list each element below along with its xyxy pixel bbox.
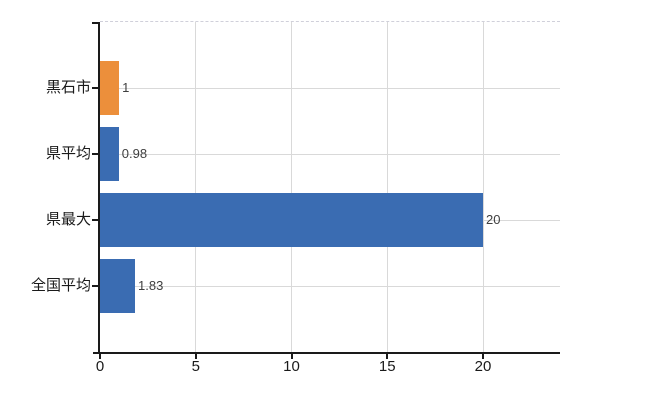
x-tick-label: 0	[95, 358, 105, 375]
bar	[100, 193, 483, 247]
category-label: 全国平均	[30, 277, 91, 294]
x-axis-tick	[99, 354, 101, 359]
bar-value-label: 0.98	[121, 146, 148, 161]
y-axis-tick	[92, 153, 98, 155]
bar	[100, 61, 120, 115]
x-axis-tick	[290, 354, 293, 359]
y-axis-tick	[92, 219, 98, 221]
y-axis-tick	[92, 285, 98, 287]
gridline-horizontal	[100, 87, 560, 89]
y-axis-tick	[92, 22, 98, 24]
bar-value-label: 1.83	[138, 278, 164, 293]
x-axis-tick	[194, 354, 197, 359]
x-tick-label: 15	[378, 358, 396, 375]
category-label: 県最大	[45, 211, 91, 228]
y-axis-line	[98, 22, 100, 353]
gridline-vertical	[195, 22, 197, 352]
bar	[100, 259, 136, 313]
bar-value-label: 1	[122, 80, 130, 95]
y-axis-tick	[92, 87, 98, 89]
gridline-horizontal	[100, 285, 560, 287]
x-axis-tick	[386, 354, 389, 359]
category-label: 黒石市	[45, 79, 91, 96]
gridline-vertical	[386, 22, 388, 352]
x-axis-line	[93, 352, 560, 354]
gridline-horizontal	[100, 153, 560, 155]
bar	[100, 127, 119, 181]
category-label: 県平均	[45, 145, 91, 162]
x-tick-label: 20	[474, 358, 492, 375]
gridline-vertical	[482, 22, 484, 352]
x-axis-tick	[482, 354, 484, 359]
x-tick-label: 5	[191, 358, 200, 375]
x-tick-label: 10	[283, 358, 300, 375]
gridline-vertical	[291, 22, 292, 352]
bar-value-label: 20	[486, 212, 501, 227]
plot-top-border	[100, 21, 560, 22]
